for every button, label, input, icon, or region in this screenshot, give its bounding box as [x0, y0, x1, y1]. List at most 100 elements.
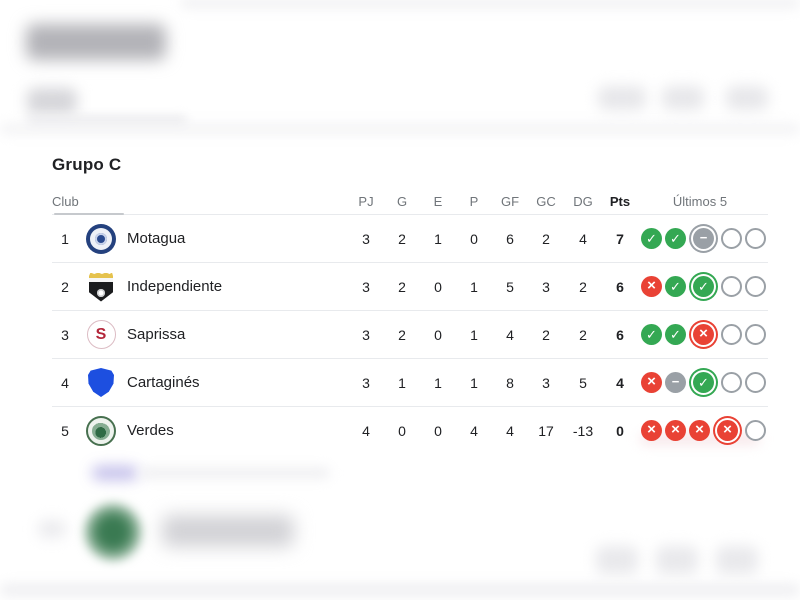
stat-gc: 17: [538, 422, 554, 439]
stat-pj: 4: [362, 422, 370, 439]
table-row[interactable]: 1 Motagua 3 2 1 0 6 2 4 7 ✓ ✓ −: [52, 215, 768, 262]
position-number: 5: [61, 422, 69, 439]
stat-gc: 3: [542, 278, 550, 295]
column-header-club: Club: [52, 193, 79, 209]
team-name: Independiente: [127, 278, 223, 295]
stat-g: 2: [398, 278, 406, 295]
minus-icon: −: [693, 228, 714, 249]
blurred-subtitle: [27, 88, 77, 114]
blurred-footer-line: [140, 468, 330, 478]
cross-icon: ×: [641, 420, 662, 441]
last-5-form: × ✓ ✓: [638, 276, 768, 297]
stat-pts: 6: [616, 326, 624, 343]
team-badge-cell: [78, 368, 124, 397]
empty-circle-icon: [745, 276, 766, 297]
team-name: Motagua: [127, 230, 186, 247]
blurred-footer-link-1: [596, 546, 638, 574]
cross-icon: ×: [717, 420, 738, 441]
last-5-form: × − ✓: [638, 372, 768, 393]
verdes-badge: [86, 415, 116, 446]
cross-icon: ×: [641, 276, 662, 297]
cross-icon: ×: [641, 372, 662, 393]
team-badge-cell: [78, 223, 124, 254]
empty-circle-icon: [721, 276, 742, 297]
team-name: Saprissa: [127, 326, 186, 343]
check-icon: ✓: [641, 228, 662, 249]
stat-p: 1: [470, 374, 478, 391]
stat-gf: 4: [506, 326, 514, 343]
last-5-form: ✓ ✓ −: [638, 228, 768, 249]
column-header-pts: Pts: [609, 193, 631, 209]
stat-pj: 3: [362, 230, 370, 247]
cross-icon: ×: [693, 324, 714, 345]
stat-dg: 5: [579, 374, 587, 391]
blurred-footer-item: [38, 520, 66, 538]
blurred-tab-3: [726, 86, 768, 110]
team-name: Cartaginés: [127, 374, 200, 391]
stat-pts: 7: [616, 230, 624, 247]
stat-g: 1: [398, 374, 406, 391]
check-icon: ✓: [665, 276, 686, 297]
stat-e: 1: [434, 230, 442, 247]
stat-pj: 3: [362, 374, 370, 391]
table-row[interactable]: 3 S Saprissa 3 2 0 1 4 2 2 6 ✓ ✓ ×: [52, 310, 768, 358]
stat-pj: 3: [362, 278, 370, 295]
stat-g: 2: [398, 326, 406, 343]
table-row[interactable]: 2 Independiente 3 2 0 1 5 3 2 6 × ✓ ✓: [52, 262, 768, 310]
stat-gf: 4: [506, 422, 514, 439]
blurred-text-line: [27, 116, 187, 125]
last-5-form: × × × ×: [638, 420, 768, 441]
table-row[interactable]: 4 Cartaginés 3 1 1 1 8 3 5 4 × − ✓: [52, 358, 768, 406]
team-name: Verdes: [127, 422, 174, 439]
stat-dg: 4: [579, 230, 587, 247]
column-header-gf: GF: [500, 193, 520, 209]
standings-widget: Grupo C Club PJ G E P GF GC DG Pts Últim…: [52, 155, 768, 454]
blurred-top-strip: [180, 0, 800, 8]
stat-g: 2: [398, 230, 406, 247]
blurred-tab-1: [598, 86, 646, 110]
stat-pj: 3: [362, 326, 370, 343]
stat-dg: -13: [572, 422, 594, 439]
check-icon: ✓: [665, 324, 686, 345]
blurred-team-logo: [84, 503, 142, 561]
stat-e: 0: [434, 326, 442, 343]
empty-circle-icon: [745, 324, 766, 345]
independiente-badge: [89, 272, 113, 302]
column-header-p: P: [469, 193, 479, 209]
empty-circle-icon: [721, 228, 742, 249]
check-icon: ✓: [693, 276, 714, 297]
stat-dg: 2: [579, 326, 587, 343]
badge-letter: S: [95, 325, 107, 343]
minus-icon: −: [665, 372, 686, 393]
club-column-underline: [54, 213, 124, 215]
empty-circle-icon: [721, 324, 742, 345]
stat-p: 4: [470, 422, 478, 439]
column-header-e: E: [433, 193, 443, 209]
team-badge-cell: S: [78, 320, 124, 349]
stat-gc: 2: [542, 326, 550, 343]
stat-gf: 8: [506, 374, 514, 391]
column-header-pj: PJ: [358, 193, 374, 209]
stat-gc: 3: [542, 374, 550, 391]
empty-circle-icon: [745, 228, 766, 249]
blurred-footer-link-3: [716, 546, 758, 574]
stat-pts: 0: [616, 422, 624, 439]
table-row[interactable]: 5 Verdes 4 0 0 4 4 17 -13 0 × × × ×: [52, 406, 768, 454]
position-number: 2: [61, 278, 69, 295]
cross-icon: ×: [665, 420, 686, 441]
check-icon: ✓: [693, 372, 714, 393]
blurred-footer-link-2: [656, 546, 698, 574]
table-header-row: Club PJ G E P GF GC DG Pts Últimos 5: [52, 188, 768, 215]
column-header-dg: DG: [573, 193, 593, 209]
column-header-ultimos-5: Últimos 5: [672, 193, 728, 209]
cross-icon: ×: [689, 420, 710, 441]
blurred-tab-2: [662, 86, 704, 110]
blurred-purple-label: [92, 466, 138, 480]
team-badge-cell: [78, 415, 124, 446]
last-5-form: ✓ ✓ ×: [638, 324, 768, 345]
column-header-gc: GC: [536, 193, 556, 209]
position-number: 4: [61, 374, 69, 391]
check-icon: ✓: [641, 324, 662, 345]
stat-pts: 6: [616, 278, 624, 295]
